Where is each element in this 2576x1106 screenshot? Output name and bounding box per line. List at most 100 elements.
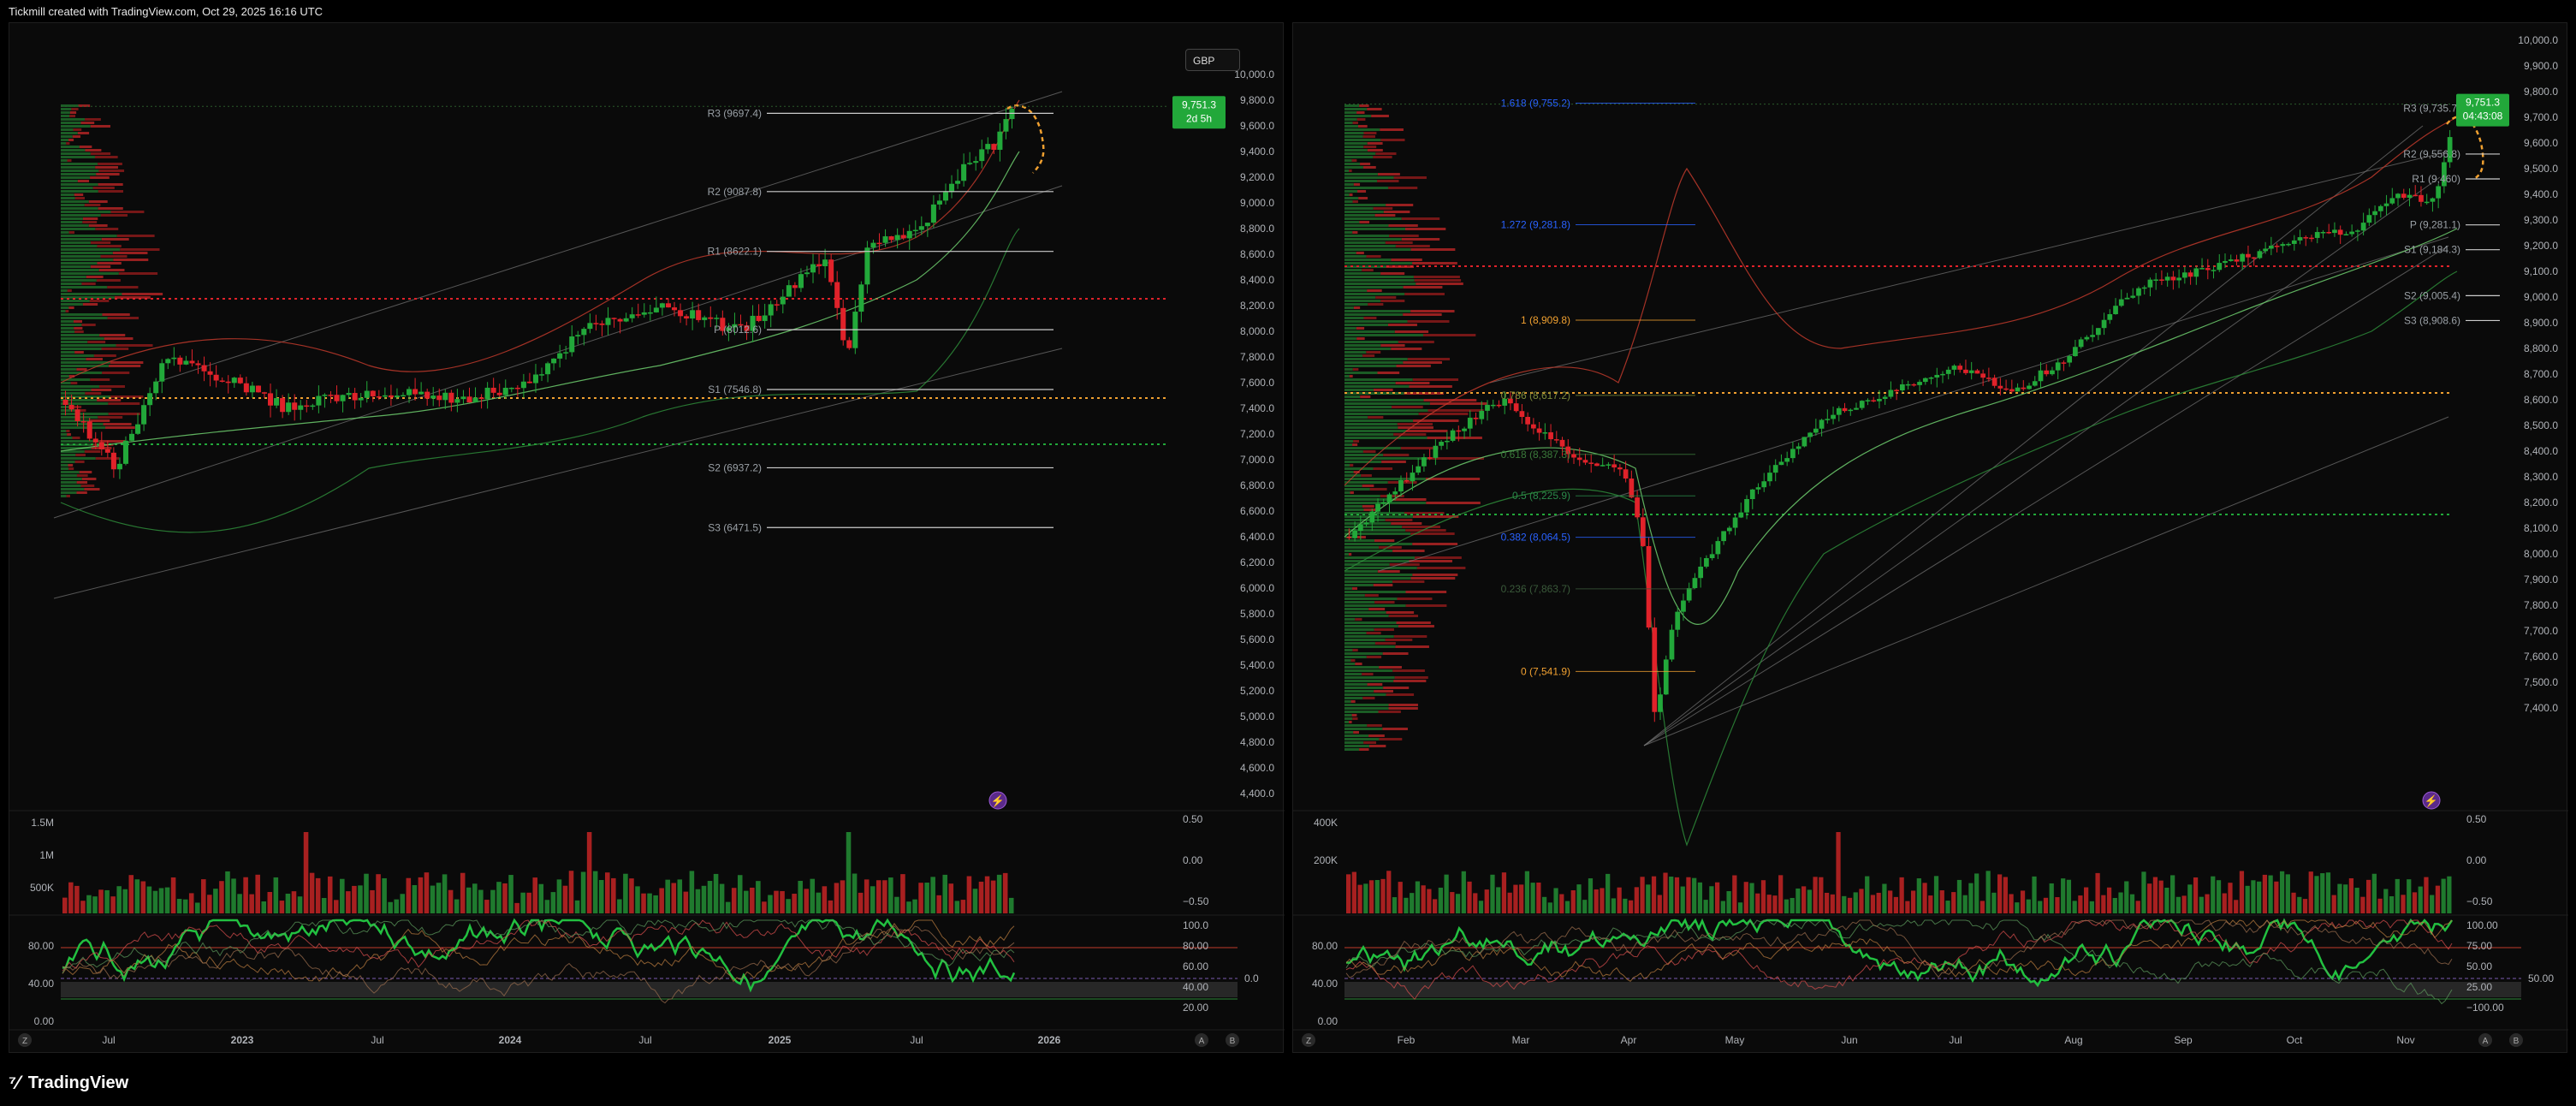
volume-bar (701, 885, 707, 913)
candle-body (2297, 237, 2303, 241)
price-axis-label: 8,900.0 (2524, 317, 2558, 329)
volume-profile-bar (1344, 553, 1349, 556)
candle-body (2211, 270, 2217, 271)
volume-bar (930, 877, 935, 913)
candle-body (1427, 457, 1433, 459)
candle-body (1635, 497, 1640, 518)
volume-bar (924, 883, 929, 913)
time-axis-label: Mar (1512, 1034, 1530, 1046)
candle-body (2240, 253, 2246, 262)
volume-bar (1594, 889, 1599, 913)
volume-profile-bar (61, 169, 99, 172)
left-chart-canvas[interactable]: 10,000.0 9,800.0 9,600.0 9,400.0 9,200.0 9,00… (9, 23, 1285, 1054)
candle-body (231, 378, 237, 384)
candle-body (1606, 464, 1611, 466)
volume-profile-bar (1344, 748, 1360, 751)
volume-bar (1732, 875, 1737, 913)
currency-button[interactable]: GBP (1185, 49, 1240, 71)
price-axis-label: 7,500.0 (2524, 676, 2558, 688)
candle-body (1669, 629, 1675, 660)
volume-profile-bar (1382, 652, 1409, 655)
volume-profile-bar (79, 471, 92, 473)
volume-profile-bar (61, 375, 69, 378)
last-price-label: 9,751.3 (2466, 97, 2500, 109)
volume-profile-bar (1344, 717, 1353, 720)
volume-profile-bar (1391, 348, 1422, 350)
volume-profile-bar (76, 368, 87, 371)
volume-profile-bar (1344, 584, 1374, 586)
volume-bar (321, 898, 327, 913)
left-chart-panel[interactable]: 10,000.0 9,800.0 9,600.0 9,400.0 9,200.0 9,00… (9, 22, 1285, 1054)
candle-body (997, 131, 1003, 150)
volume-profile-bar (1344, 430, 1407, 432)
volume-bar (454, 899, 460, 913)
candle-body (2113, 306, 2118, 314)
volume-profile-bar (61, 310, 66, 312)
volume-bar (297, 896, 303, 913)
volume-bar (1541, 896, 1547, 913)
volume-profile-bar (1344, 615, 1389, 617)
volume-profile-bar (1344, 152, 1376, 155)
volume-profile-bar (107, 317, 139, 319)
volume-bar (358, 885, 363, 913)
volume-profile-bar (61, 361, 110, 364)
volume-right-axis-label: 0.50 (1183, 813, 1203, 825)
volume-profile-bar (61, 450, 85, 453)
volume-profile-bar (1344, 481, 1388, 484)
volume-profile-bar (1344, 341, 1398, 343)
candle-body (2044, 370, 2050, 375)
volume-bar (846, 832, 852, 913)
volume-axis-label: 200K (1314, 854, 1338, 866)
candle-body (1380, 502, 1386, 504)
volume-profile-bar (99, 334, 126, 336)
volume-profile-bar (1344, 731, 1354, 734)
right-chart-panel[interactable]: 10,000.0 9,900.0 9,800.0 9,700.0 9,600.0 9,50… (1292, 22, 2568, 1054)
volume-profile-bar (1344, 190, 1358, 193)
candle-body (1398, 479, 1404, 492)
volume-profile-bar (1386, 611, 1415, 614)
volume-profile-bar (1344, 690, 1374, 693)
candle-body (810, 264, 816, 273)
volume-bar (544, 900, 550, 913)
volume-profile-bar (1344, 485, 1362, 487)
volume-profile-bar (1344, 546, 1380, 549)
time-axis-label: Oct (2287, 1034, 2303, 1046)
candle-body (2205, 268, 2211, 271)
volume-bar (2211, 876, 2216, 913)
volume-bar (315, 877, 321, 913)
candle-body (2101, 319, 2107, 329)
volume-profile-bar (61, 368, 77, 371)
price-axis-label: 7,800.0 (2524, 599, 2558, 611)
volume-profile-bar (1344, 635, 1394, 638)
volume-profile-bar (1393, 498, 1427, 501)
volume-profile-bar (1344, 488, 1370, 491)
volume-right-axis-label: 0.50 (2466, 813, 2487, 825)
volume-bar (194, 902, 200, 913)
right-chart-canvas[interactable]: 10,000.0 9,900.0 9,800.0 9,700.0 9,600.0 9,50… (1293, 23, 2568, 1054)
volume-profile-bar (1344, 645, 1396, 648)
candle-body (744, 325, 750, 331)
volume-bar (2268, 875, 2273, 913)
candle-body (834, 282, 840, 308)
volume-bar (2348, 877, 2354, 913)
volume-bar (182, 899, 188, 913)
volume-bar (1346, 874, 1351, 913)
volume-bar (1357, 884, 1362, 913)
candle-body (424, 391, 430, 399)
volume-bar (2124, 881, 2129, 913)
candle-body (249, 385, 255, 393)
volume-profile-bar (1344, 282, 1416, 285)
volume-profile-bar (1368, 608, 1386, 610)
volume-bar (2407, 879, 2412, 913)
volume-profile-bar (61, 156, 95, 158)
volume-profile-bar (113, 259, 149, 261)
volume-profile-bar (61, 282, 82, 285)
price-axis-label: 8,700.0 (2524, 368, 2558, 380)
volume-profile-bar (1412, 378, 1459, 381)
volume-profile-bar (81, 324, 96, 326)
candle-body (2263, 248, 2268, 252)
price-axis-label: 5,400.0 (1240, 659, 1274, 671)
volume-bar (2084, 887, 2089, 913)
volume-profile-bar (1344, 707, 1389, 710)
volume-bar (158, 888, 164, 913)
